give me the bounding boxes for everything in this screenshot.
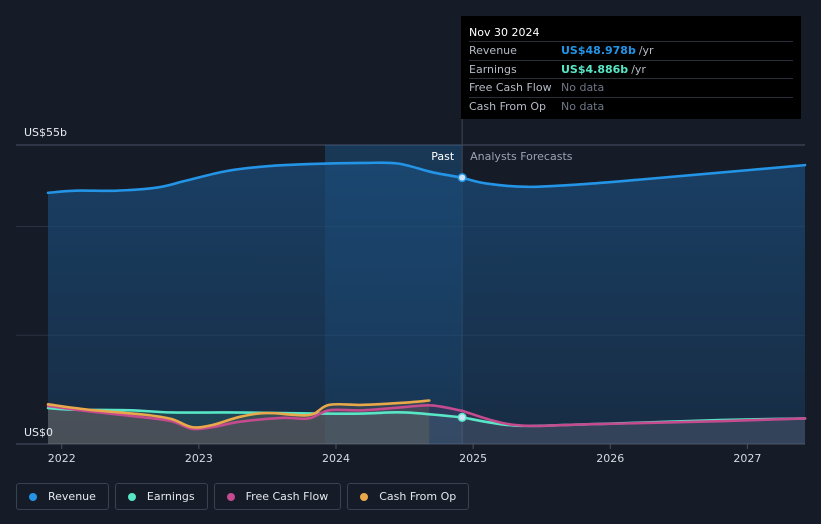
forecast-label: Analysts Forecasts [470,150,573,163]
legend-dot-icon [29,492,37,501]
legend-label: Free Cash Flow [245,490,329,503]
tooltip-date: Nov 30 2024 [469,26,540,39]
free-cash-flow-forecast-line [460,409,807,428]
tooltip-row-name: Cash From Op [469,99,547,113]
x-tick-label: 2025 [459,452,487,465]
legend-label: Earnings [146,490,195,503]
y-axis-bottom-label: US$0 [24,426,53,439]
legend-dot-icon [226,492,235,501]
line-layer [46,161,807,431]
tooltip-row-unit: /yr [638,44,654,57]
x-tick-label: 2023 [185,452,213,465]
legend-item-free-cash-flow[interactable]: Free Cash Flow [213,483,342,510]
legend-item-earnings[interactable]: Earnings [114,483,208,510]
legend-dot-icon [360,492,369,501]
free-cash-flow-area [48,405,805,444]
marker-layer [457,173,467,422]
earnings-marker[interactable] [457,412,467,422]
tooltip-row-value: US$48.978b [561,44,636,57]
x-tick-label: 2022 [48,452,76,465]
revenue-marker[interactable] [457,173,467,183]
cash-from-op-past-line [46,399,431,429]
revenue-forecast-line [460,163,807,189]
label-layer: US$55b US$0 Past Analysts Forecasts [24,126,573,439]
legend-item-cash-from-op[interactable]: Cash From Op [347,483,470,510]
legend: Revenue Earnings Free Cash Flow Cash Fro… [16,483,470,510]
revenue-past-line [46,161,464,195]
tooltip-row-value: No data [561,99,605,113]
past-label: Past [431,150,455,163]
tooltip-row-earnings: Earnings US$4.886b /yr [469,59,793,79]
free-cash-flow-past-line [46,403,464,431]
x-tick-label: 2024 [322,452,350,465]
x-tick-label: 2026 [596,452,624,465]
tooltip-row-value: US$4.886b [561,62,629,76]
legend-item-revenue[interactable]: Revenue [16,483,109,510]
tooltip-row-unit: /yr [631,62,646,76]
legend-dot-icon [127,492,136,501]
tooltip-row-revenue: Revenue US$48.978b /yr [469,41,793,60]
x-axis-ticks: 2022 2023 2024 2025 2026 2027 [48,444,761,465]
tooltip-row-name: Revenue [469,44,517,57]
tooltip-row-free-cash-flow: Free Cash Flow No data [469,78,793,97]
revenue-area [48,162,805,445]
tooltip-row-name: Free Cash Flow [469,81,552,94]
tooltip-row-cash-from-op: Cash From Op No data [469,96,793,116]
y-axis-top-label: US$55b [24,126,67,139]
tooltip-row-name: Earnings [469,62,517,76]
tooltip-row-value: No data [561,81,605,94]
legend-label: Cash From Op [379,490,457,503]
legend-label: Revenue [48,490,96,503]
tooltip: Nov 30 2024 Revenue US$48.978b /yr Earni… [461,16,801,119]
x-tick-label: 2027 [733,452,761,465]
